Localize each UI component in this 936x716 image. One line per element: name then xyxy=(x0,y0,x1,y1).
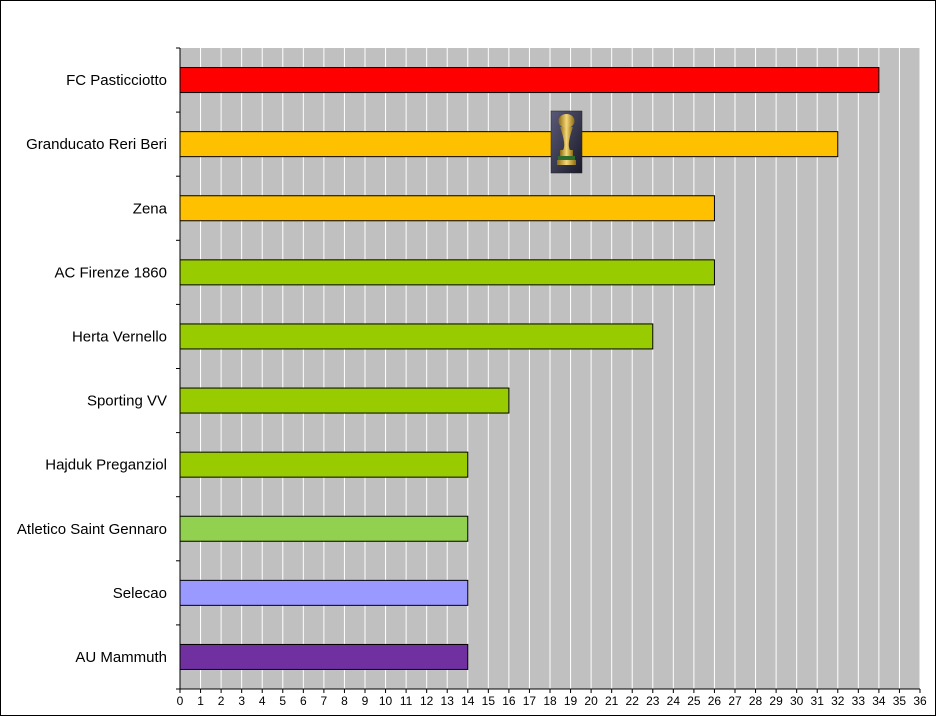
x-tick-label: 5 xyxy=(279,694,286,708)
axes xyxy=(176,47,921,693)
x-tick-label: 15 xyxy=(482,694,496,708)
x-tick-label: 13 xyxy=(441,694,455,708)
x-tick-label: 32 xyxy=(831,694,845,708)
bar xyxy=(179,131,839,158)
x-tick-label: 10 xyxy=(379,694,393,708)
bar xyxy=(179,323,654,350)
bar xyxy=(179,643,469,670)
x-tick-label: 0 xyxy=(177,694,184,708)
x-tick-label: 19 xyxy=(564,694,578,708)
x-tick-label: 23 xyxy=(646,694,660,708)
x-tick-label: 28 xyxy=(749,694,763,708)
x-tick-label: 26 xyxy=(708,694,722,708)
x-tick-label: 34 xyxy=(872,694,886,708)
category-labels: FC Pasticciotto Granducato Reri Beri Zena A… xyxy=(17,72,168,666)
x-tick-label: 18 xyxy=(543,694,557,708)
x-tick-label: 30 xyxy=(790,694,804,708)
bar xyxy=(179,579,469,606)
trophy-icon xyxy=(550,110,583,174)
x-tick-label: 29 xyxy=(769,694,783,708)
category-label: AC Firenze 1860 xyxy=(54,264,167,281)
x-tick-label: 14 xyxy=(461,694,475,708)
category-label: Hajduk Preganziol xyxy=(45,457,167,474)
x-tick-label: 21 xyxy=(605,694,619,708)
x-tick-label: 36 xyxy=(913,694,927,708)
x-tick-label: 24 xyxy=(667,694,681,708)
bar xyxy=(179,515,469,542)
x-tick-label: 35 xyxy=(893,694,907,708)
x-tick-label: 20 xyxy=(584,694,598,708)
x-tick-label: 3 xyxy=(238,694,245,708)
bar xyxy=(179,387,510,414)
x-tick-label: 12 xyxy=(420,694,434,708)
bar xyxy=(179,67,880,94)
bar xyxy=(179,451,469,478)
category-label: AU Mammuth xyxy=(75,649,167,666)
category-label: Herta Vernello xyxy=(72,328,167,345)
category-label: Granducato Reri Beri xyxy=(26,136,167,153)
x-tick-label: 6 xyxy=(300,694,307,708)
x-tick-label: 33 xyxy=(852,694,866,708)
x-tick-label: 8 xyxy=(341,694,348,708)
category-label: Atletico Saint Gennaro xyxy=(17,521,167,538)
bars xyxy=(179,67,880,670)
x-tick-label: 31 xyxy=(811,694,825,708)
category-label: Selecao xyxy=(113,585,167,602)
x-tick-label: 17 xyxy=(523,694,537,708)
category-label: Zena xyxy=(133,200,168,217)
x-tick-label: 27 xyxy=(728,694,742,708)
category-label: Sporting VV xyxy=(87,393,167,410)
category-label: FC Pasticciotto xyxy=(66,72,167,89)
x-tick-label: 1 xyxy=(197,694,204,708)
x-tick-label: 11 xyxy=(400,694,413,708)
x-tick-label: 16 xyxy=(502,694,516,708)
x-tick-label: 25 xyxy=(687,694,701,708)
x-tick-labels: 0 1 2 3 4 5 6 7 8 9 10 11 12 13 14 15 16 17 18 19 20 21 22 23 24… xyxy=(177,694,927,708)
x-tick-label: 22 xyxy=(626,694,640,708)
x-tick-label: 7 xyxy=(321,694,328,708)
bar xyxy=(179,195,715,222)
x-tick-label: 9 xyxy=(362,694,369,708)
bar xyxy=(179,259,715,286)
x-tick-label: 2 xyxy=(218,694,225,708)
x-tick-label: 4 xyxy=(259,694,266,708)
